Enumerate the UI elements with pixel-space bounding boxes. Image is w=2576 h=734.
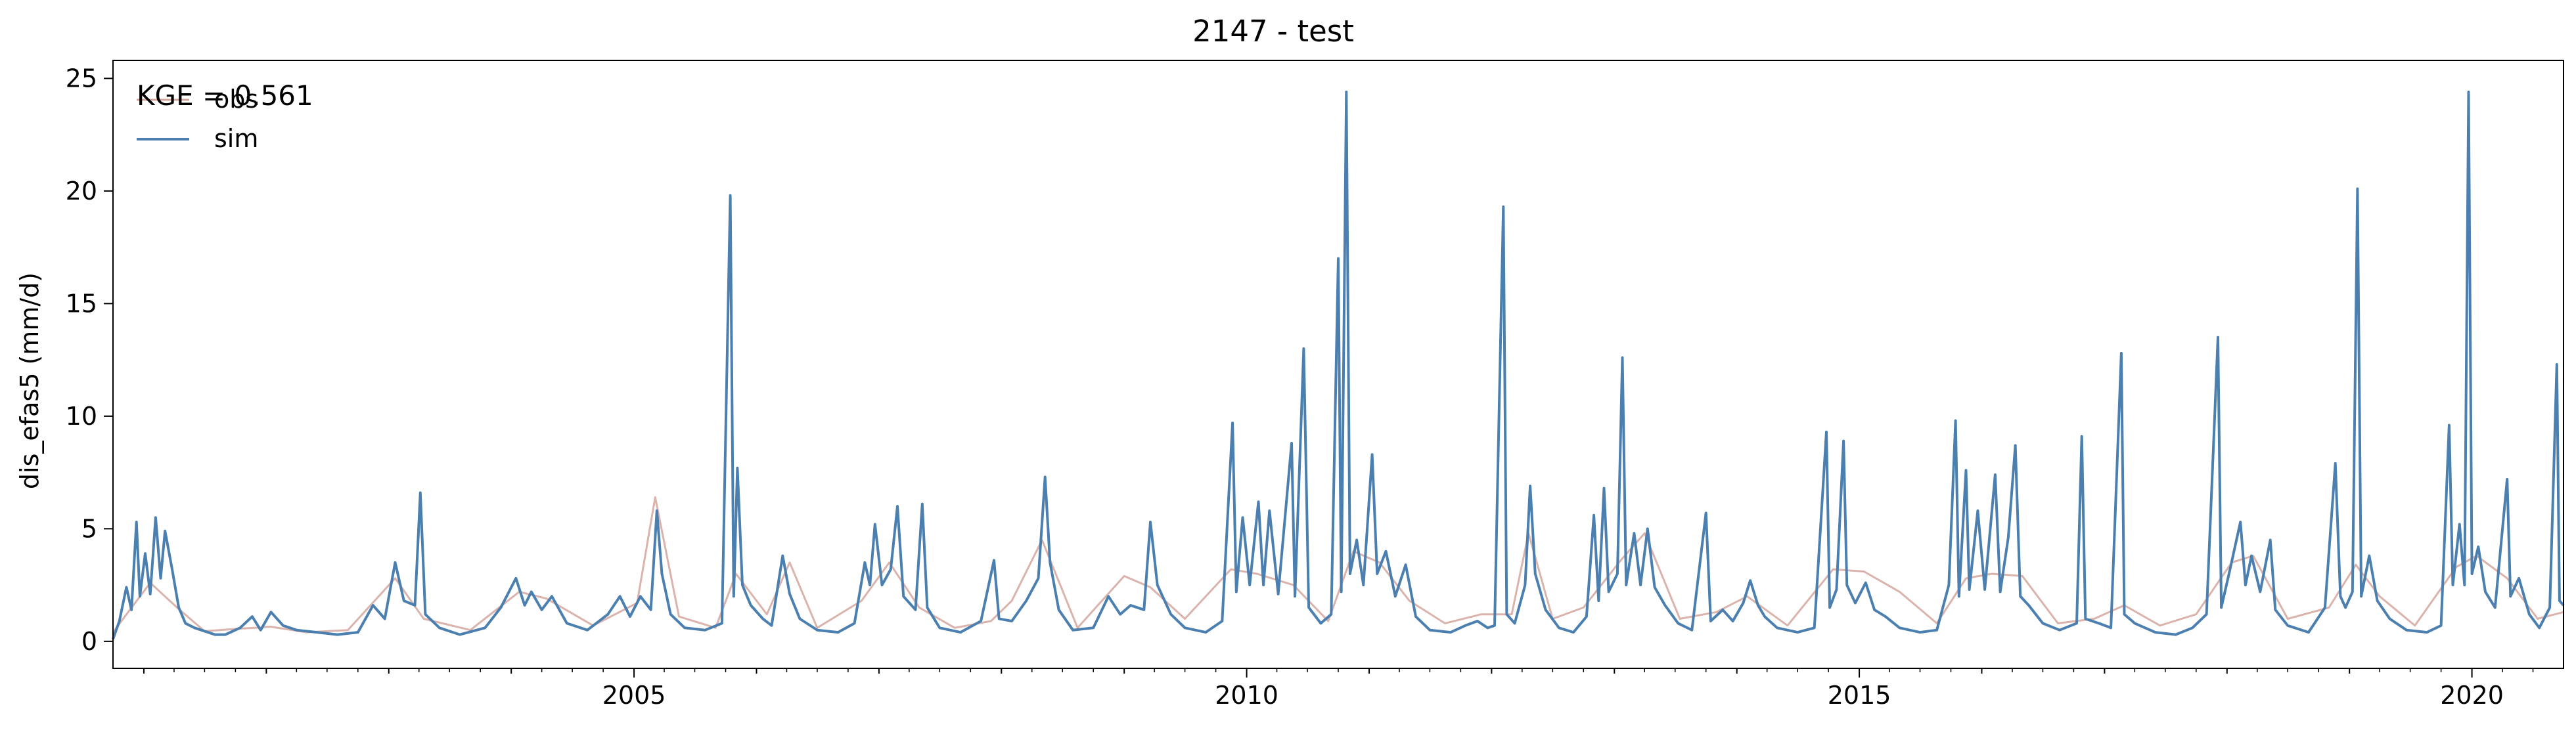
y-tick-label: 25 <box>66 64 97 93</box>
y-tick-label: 10 <box>66 402 97 431</box>
kge-annotation: KGE = 0.561 <box>137 79 313 112</box>
x-tick-label: 2005 <box>602 681 666 710</box>
y-tick-label: 15 <box>66 289 97 318</box>
y-tick-label: 20 <box>66 177 97 205</box>
series-line-obs <box>112 496 2564 634</box>
series-layer <box>112 91 2565 640</box>
y-axis-label: dis_efas5 (mm/d) <box>15 272 44 489</box>
y-axis: 0 5 10 15 20 25 <box>66 64 113 656</box>
x-tick-label: 2020 <box>2440 681 2504 710</box>
chart-title: 2147 - test <box>1192 14 1354 49</box>
legend: obs sim KGE = 0.561 <box>137 79 313 153</box>
x-tick-label: 2015 <box>1828 681 1891 710</box>
x-tick-label: 2010 <box>1215 681 1278 710</box>
legend-obs-label: obs <box>214 85 258 114</box>
legend-sim-label: sim <box>214 124 258 153</box>
plot-frame <box>112 60 2564 669</box>
series-line-sim <box>112 91 2565 640</box>
x-axis: 2005 2010 2015 2020 <box>143 668 2534 710</box>
y-tick-label: 5 <box>81 514 97 543</box>
y-tick-label: 0 <box>81 627 97 656</box>
